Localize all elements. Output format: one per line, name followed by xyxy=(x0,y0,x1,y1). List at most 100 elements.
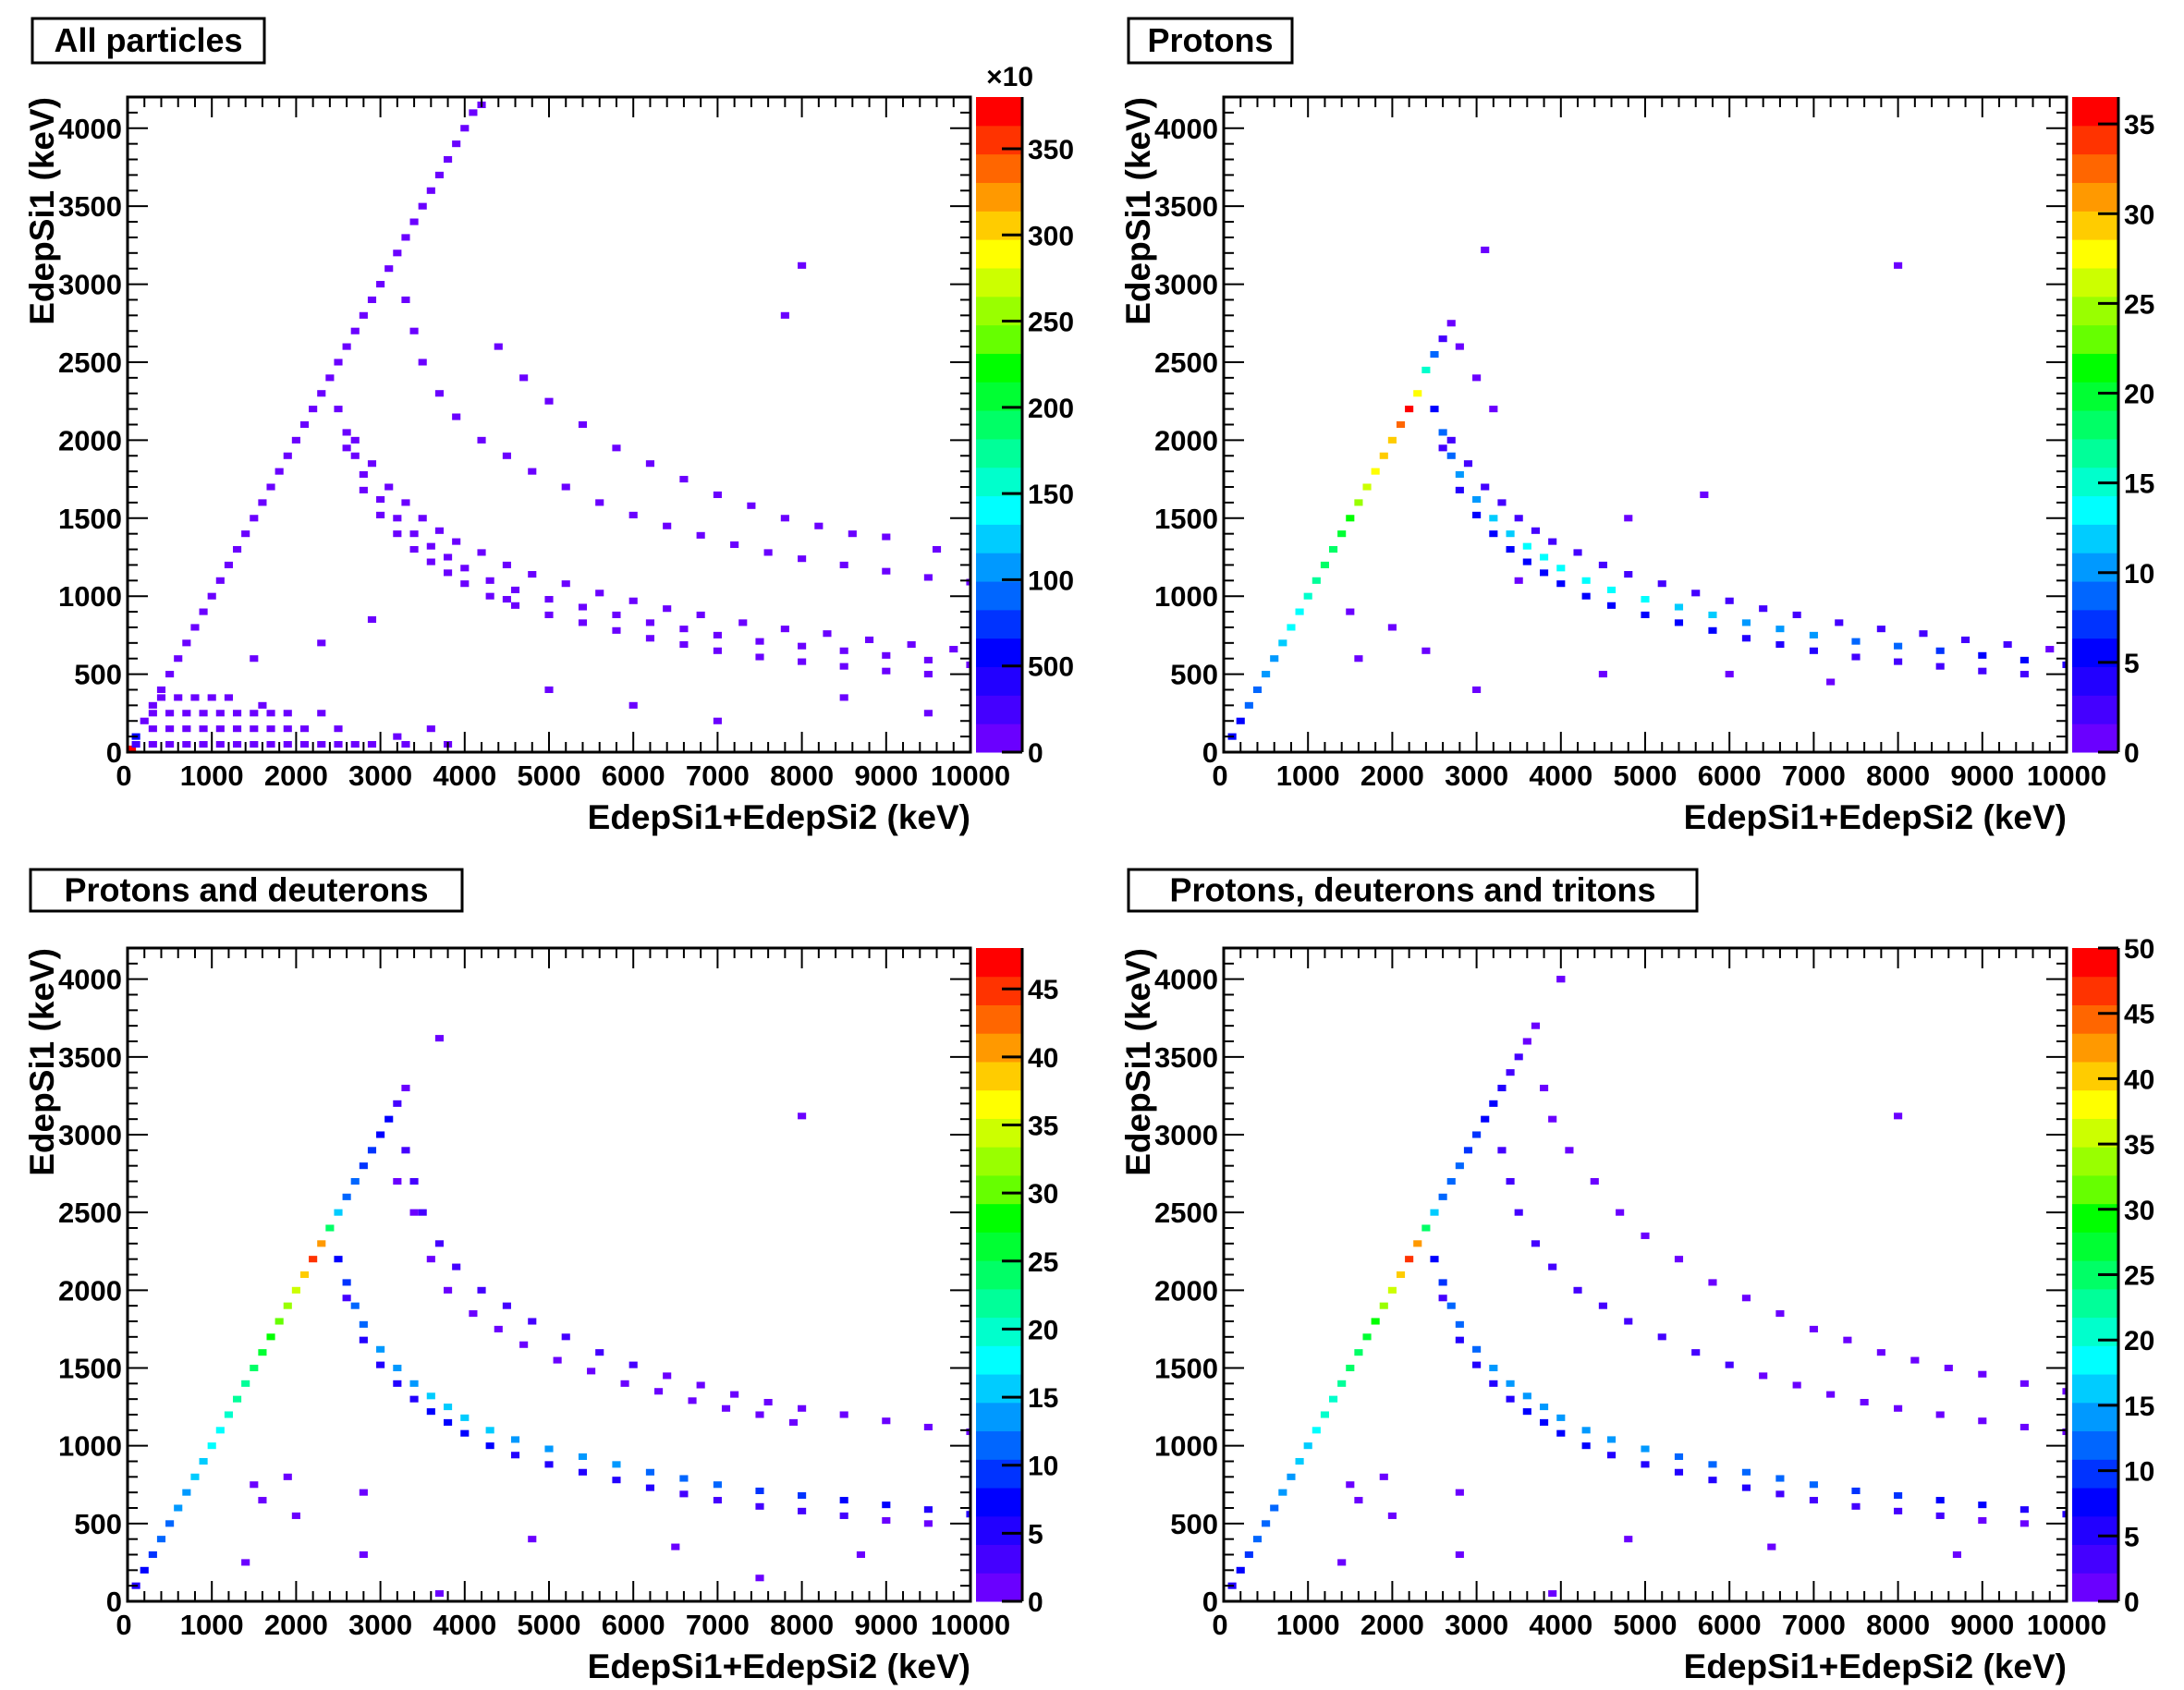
heatmap-cell xyxy=(1438,1279,1447,1286)
heatmap-cell xyxy=(376,1361,385,1368)
color-scale-swatch xyxy=(976,1288,1022,1319)
heatmap-cell xyxy=(713,491,722,499)
x-tick-label: 6000 xyxy=(1698,760,1762,792)
title-box xyxy=(31,17,266,65)
color-scale-swatch xyxy=(976,353,1022,383)
color-scale-label: 35 xyxy=(2124,110,2154,140)
heatmap-cell xyxy=(283,741,292,748)
color-scale-label: 0 xyxy=(2124,738,2140,769)
x-tick-label: 5000 xyxy=(1614,760,1678,792)
heatmap-cell xyxy=(317,390,326,397)
heatmap-cell xyxy=(444,1418,453,1426)
heatmap-cell xyxy=(350,741,360,748)
heatmap-cell xyxy=(949,646,958,653)
heatmap-cell xyxy=(663,1372,672,1380)
heatmap-cell xyxy=(1741,1295,1751,1302)
y-tick-label: 3500 xyxy=(1154,190,1218,223)
color-scale-swatch xyxy=(976,239,1022,269)
heatmap-cell xyxy=(1514,1209,1523,1216)
heatmap-cell xyxy=(1489,1364,1498,1372)
heatmap-cell xyxy=(2062,661,2067,669)
heatmap-cell xyxy=(1581,1442,1591,1450)
x-tick-label: 1000 xyxy=(180,1609,244,1641)
color-scale-swatch xyxy=(976,524,1022,553)
heatmap-cell xyxy=(1303,1442,1312,1450)
heatmap-cell xyxy=(460,565,470,572)
heatmap-cell xyxy=(359,311,368,319)
heatmap-cell xyxy=(401,499,410,506)
x-tick-label: 0 xyxy=(116,1609,131,1641)
heatmap-cell xyxy=(907,640,916,649)
heatmap-cell xyxy=(1565,1147,1574,1154)
heatmap-cell xyxy=(620,1380,629,1387)
color-scale-label: 15 xyxy=(2124,1392,2154,1422)
heatmap-cell xyxy=(1379,452,1388,459)
heatmap-cell xyxy=(923,710,933,717)
heatmap-cell xyxy=(250,655,259,663)
heatmap-cell xyxy=(528,571,537,578)
heatmap-cell xyxy=(128,745,137,752)
color-scale-label: 15 xyxy=(1028,1383,1058,1414)
heatmap-cell xyxy=(291,1512,300,1519)
color-scale-swatch xyxy=(976,1061,1022,1091)
heatmap-cell xyxy=(544,611,554,618)
color-scale-label: 25 xyxy=(1028,1247,1058,1278)
heatmap-cell xyxy=(612,626,621,634)
heatmap-cell xyxy=(1489,1380,1498,1387)
heatmap-cell xyxy=(207,592,216,600)
heatmap-cell xyxy=(1329,546,1338,553)
color-scale-swatch xyxy=(2072,581,2118,611)
heatmap-cell xyxy=(426,1392,435,1400)
color-scale-label: 10 xyxy=(1028,1452,1058,1482)
heatmap-cell xyxy=(1438,335,1447,343)
heatmap-cell xyxy=(182,741,191,748)
heatmap-cell xyxy=(923,574,933,581)
heatmap-cell xyxy=(250,741,259,748)
heatmap-cell xyxy=(721,1404,731,1412)
heatmap-cell xyxy=(165,710,175,717)
heatmap-cell xyxy=(469,1310,478,1318)
heatmap-cell xyxy=(1935,663,1945,670)
heatmap-cell xyxy=(384,483,394,491)
heatmap-cell xyxy=(199,725,208,733)
heatmap-cell xyxy=(1354,1497,1363,1504)
heatmap-cell xyxy=(299,420,310,429)
heatmap-cell xyxy=(401,1147,410,1154)
y-tick-label: 2500 xyxy=(58,347,122,379)
heatmap-cell xyxy=(1548,1115,1557,1123)
heatmap-cell xyxy=(1489,530,1498,538)
heatmap-cell xyxy=(1556,580,1566,588)
heatmap-cell xyxy=(645,1484,654,1491)
heatmap-cell xyxy=(1548,1590,1557,1598)
heatmap-cell xyxy=(434,171,444,178)
color-scale: 0 5 10 15 20 25 30 35 xyxy=(2072,97,2154,769)
heatmap-cell xyxy=(156,1536,166,1543)
heatmap-cell xyxy=(1455,1550,1464,1559)
heatmap-cell xyxy=(1497,499,1507,506)
x-axis-title: EdepSi1+EdepSi2 (keV) xyxy=(588,798,970,836)
heatmap-cell xyxy=(401,741,410,748)
heatmap-cell xyxy=(1826,1391,1836,1398)
heatmap-cell xyxy=(1741,635,1751,642)
heatmap-cell xyxy=(275,1318,284,1325)
heatmap-cell xyxy=(578,603,588,611)
heatmap-cell xyxy=(444,553,453,561)
heatmap-cell xyxy=(1438,1295,1447,1302)
heatmap-cell xyxy=(780,626,789,633)
heatmap-cell xyxy=(1506,1395,1515,1403)
x-tick-label: 0 xyxy=(1212,1609,1227,1641)
heatmap-cell xyxy=(485,1442,494,1450)
heatmap-cell xyxy=(730,541,739,549)
heatmap-cell xyxy=(1894,1507,1903,1514)
color-scale-swatch xyxy=(976,1515,1022,1546)
heatmap-cell xyxy=(1430,1256,1439,1263)
heatmap-cell xyxy=(839,1497,848,1504)
y-axis-title: EdepSi1 (keV) xyxy=(23,948,61,1176)
color-scale-label: 10 xyxy=(2124,559,2154,590)
y-tick-label: 500 xyxy=(74,659,122,691)
y-tick-label: 1500 xyxy=(1154,503,1218,535)
color-scale-swatch xyxy=(976,638,1022,668)
heatmap-cell xyxy=(350,1177,360,1185)
color-scale-swatch xyxy=(2072,1174,2118,1205)
heatmap-cell xyxy=(966,1511,970,1518)
